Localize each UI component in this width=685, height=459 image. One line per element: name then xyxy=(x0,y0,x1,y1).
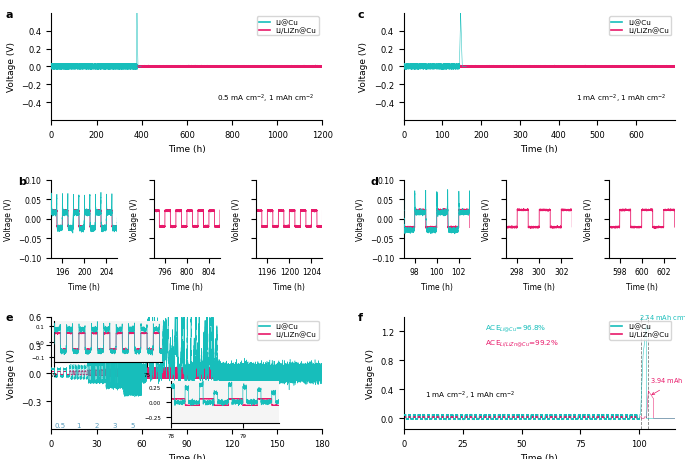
Y-axis label: Voltage (V): Voltage (V) xyxy=(7,348,16,398)
Text: 3.94 mAh cm$^{-2}$: 3.94 mAh cm$^{-2}$ xyxy=(650,375,685,395)
Legend: Li@Cu, Li/LiZn@Cu: Li@Cu, Li/LiZn@Cu xyxy=(609,17,671,36)
X-axis label: Time (h): Time (h) xyxy=(625,282,658,291)
X-axis label: Time (h): Time (h) xyxy=(68,282,101,291)
X-axis label: Time (h): Time (h) xyxy=(168,145,206,154)
Text: 2.74 mAh cm$^{-2}$: 2.74 mAh cm$^{-2}$ xyxy=(639,312,685,330)
Text: ACE$_{Li@Cu}$=96.8%: ACE$_{Li@Cu}$=96.8% xyxy=(485,323,547,334)
Text: d: d xyxy=(371,177,379,187)
Text: a: a xyxy=(5,10,13,19)
Y-axis label: Voltage (V): Voltage (V) xyxy=(232,198,241,240)
Text: c: c xyxy=(358,10,364,19)
Legend: Li@Cu, Li/LiZn@Cu: Li@Cu, Li/LiZn@Cu xyxy=(257,321,319,340)
X-axis label: Time (h): Time (h) xyxy=(523,282,555,291)
Y-axis label: Voltage (V): Voltage (V) xyxy=(356,198,365,240)
X-axis label: Time (h): Time (h) xyxy=(273,282,306,291)
Legend: Li@Cu, Li/LiZn@Cu: Li@Cu, Li/LiZn@Cu xyxy=(609,321,671,340)
Legend: Li@Cu, Li/LiZn@Cu: Li@Cu, Li/LiZn@Cu xyxy=(257,17,319,36)
Y-axis label: Voltage (V): Voltage (V) xyxy=(360,42,369,92)
Text: 1 mA cm$^{-2}$, 1 mAh cm$^{-2}$: 1 mA cm$^{-2}$, 1 mAh cm$^{-2}$ xyxy=(576,92,667,105)
Y-axis label: Voltage (V): Voltage (V) xyxy=(482,198,491,240)
X-axis label: Time (h): Time (h) xyxy=(521,453,558,459)
Text: e: e xyxy=(5,313,13,323)
Y-axis label: Voltage (V): Voltage (V) xyxy=(7,42,16,92)
Text: 2: 2 xyxy=(95,422,99,428)
Y-axis label: Voltage (V): Voltage (V) xyxy=(584,198,593,240)
X-axis label: Time (h): Time (h) xyxy=(168,453,206,459)
Text: 0.5: 0.5 xyxy=(55,422,66,428)
X-axis label: Time (h): Time (h) xyxy=(421,282,453,291)
Text: f: f xyxy=(358,313,362,323)
Text: 5: 5 xyxy=(131,422,135,428)
X-axis label: Time (h): Time (h) xyxy=(521,145,558,154)
Text: 3: 3 xyxy=(112,422,117,428)
Text: 0.5 mA cm$^{-2}$, 1 mAh cm$^{-2}$: 0.5 mA cm$^{-2}$, 1 mAh cm$^{-2}$ xyxy=(217,92,314,105)
Text: 0.5 mA cm$^{-2}$: 0.5 mA cm$^{-2}$ xyxy=(173,402,215,411)
Text: ACE$_{Li/LiZn@Cu}$=99.2%: ACE$_{Li/LiZn@Cu}$=99.2% xyxy=(485,337,559,348)
Text: 1: 1 xyxy=(76,422,81,428)
Text: 1 mA cm$^{-2}$, 1 mAh cm$^{-2}$: 1 mA cm$^{-2}$, 1 mAh cm$^{-2}$ xyxy=(425,389,516,401)
Y-axis label: Voltage (V): Voltage (V) xyxy=(366,348,375,398)
X-axis label: Time (h): Time (h) xyxy=(171,282,203,291)
Y-axis label: Voltage (V): Voltage (V) xyxy=(129,198,138,240)
Y-axis label: Voltage (V): Voltage (V) xyxy=(3,198,13,240)
Text: b: b xyxy=(18,177,26,187)
